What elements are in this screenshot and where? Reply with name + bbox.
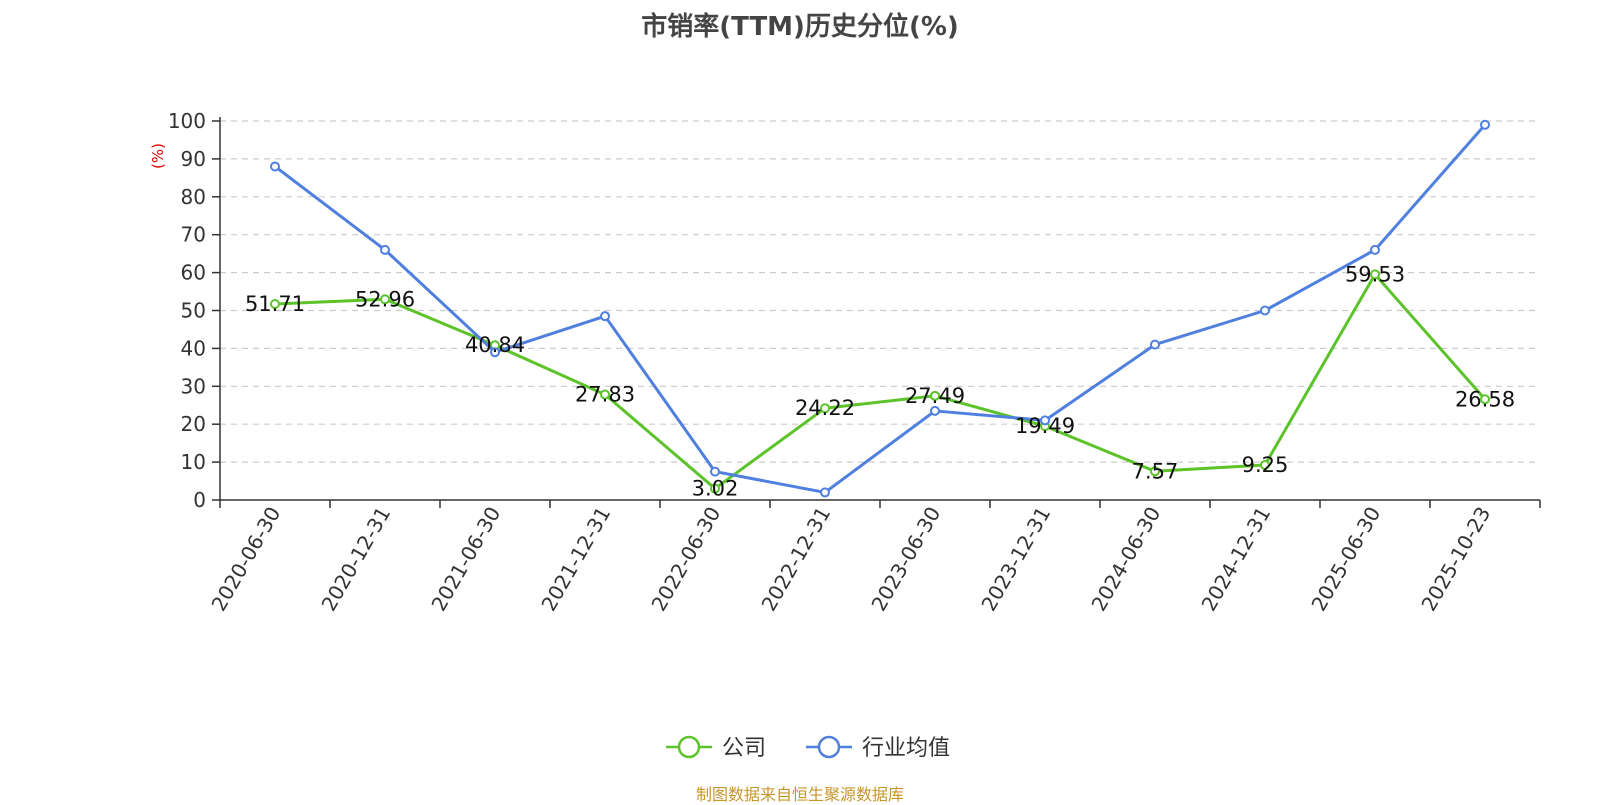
- data-point: [710, 466, 720, 477]
- x-tick-label: 2020-12-31: [316, 503, 395, 616]
- y-tick-label: 30: [181, 374, 206, 398]
- y-tick-label: 90: [181, 147, 206, 171]
- series-line: [274, 123, 1487, 494]
- y-tick-label: 80: [181, 185, 206, 209]
- data-point: [1260, 459, 1270, 470]
- legend-label: 行业均值: [862, 736, 950, 761]
- legend-marker: [677, 735, 701, 759]
- x-tick-label: 2021-12-31: [536, 503, 615, 616]
- data-label: 9.25: [1242, 453, 1289, 477]
- grid-lines: [220, 120, 1540, 463]
- x-tick-label: 2025-10-23: [1416, 503, 1495, 616]
- x-tick-label: 2022-12-31: [756, 503, 835, 616]
- data-label: 19.49: [1015, 414, 1075, 438]
- data-point: [380, 244, 390, 255]
- data-label: 3.02: [692, 477, 739, 501]
- data-point: [1370, 269, 1380, 280]
- y-tick-label: 60: [181, 261, 206, 285]
- data-point: [1150, 339, 1160, 350]
- data-label: 52.96: [355, 287, 415, 311]
- data-label: 27.83: [575, 383, 635, 407]
- axes: 0 10 20 30 40 50 60 70 80 90 100(%) 2020-06-30 2020-…: [149, 109, 1541, 616]
- data-point: [1150, 466, 1160, 477]
- source-note: 制图数据来自恒生聚源数据库: [695, 785, 904, 804]
- x-tick-label: 2024-12-31: [1196, 503, 1275, 616]
- data-label: 40.84: [465, 333, 525, 357]
- data-point: [490, 347, 500, 358]
- y-axis-label: (%): [149, 143, 167, 169]
- data-point: [1260, 305, 1270, 316]
- x-tick-label: 2023-12-31: [976, 503, 1055, 616]
- series-line: [274, 272, 1487, 491]
- data-label: 27.49: [905, 384, 965, 408]
- data-point: [930, 390, 940, 401]
- series-lines: [270, 119, 1490, 498]
- data-point: [1040, 415, 1050, 426]
- legend[interactable]: 公司 行业均值: [666, 735, 950, 761]
- data-point: [710, 483, 720, 494]
- data-label: 24.22: [795, 396, 855, 420]
- data-label: 51.71: [245, 292, 305, 316]
- chart-title: 市销率(TTM)历史分位(%): [641, 12, 959, 42]
- x-tick-label: 2024-06-30: [1086, 503, 1165, 616]
- data-point: [1480, 119, 1490, 130]
- data-point: [1480, 394, 1490, 405]
- y-tick-label: 0: [193, 488, 206, 512]
- x-tick-label: 2020-06-30: [206, 503, 285, 616]
- data-point: [270, 299, 280, 310]
- y-tick-label: 70: [181, 223, 206, 247]
- data-label: 26.58: [1455, 387, 1515, 411]
- data-labels: 51.71 52.96 40.84 27.83 3.02 24.22 27.49 19.49 7…: [245, 262, 1515, 500]
- data-point: [820, 487, 830, 498]
- legend-item[interactable]: 公司: [666, 735, 766, 761]
- legend-item[interactable]: 行业均值: [806, 735, 950, 761]
- data-point: [1370, 244, 1380, 255]
- data-point: [820, 403, 830, 414]
- data-point: [600, 311, 610, 322]
- y-tick-label: 20: [181, 412, 206, 436]
- legend-label: 公司: [722, 736, 766, 761]
- x-tick-label: 2023-06-30: [866, 503, 945, 616]
- x-tick-label: 2025-06-30: [1306, 503, 1385, 616]
- data-point: [600, 389, 610, 400]
- data-label: 7.57: [1132, 459, 1179, 483]
- y-tick-label: 100: [168, 109, 206, 133]
- x-tick-label: 2021-06-30: [426, 503, 505, 616]
- y-tick-label: 10: [181, 450, 206, 474]
- y-tick-label: 40: [181, 336, 206, 360]
- data-point: [270, 161, 280, 172]
- data-point: [930, 405, 940, 416]
- legend-marker: [817, 735, 841, 759]
- data-label: 59.53: [1345, 262, 1405, 286]
- x-tick-label: 2022-06-30: [646, 503, 725, 616]
- y-tick-label: 50: [181, 299, 206, 323]
- data-point: [380, 294, 390, 305]
